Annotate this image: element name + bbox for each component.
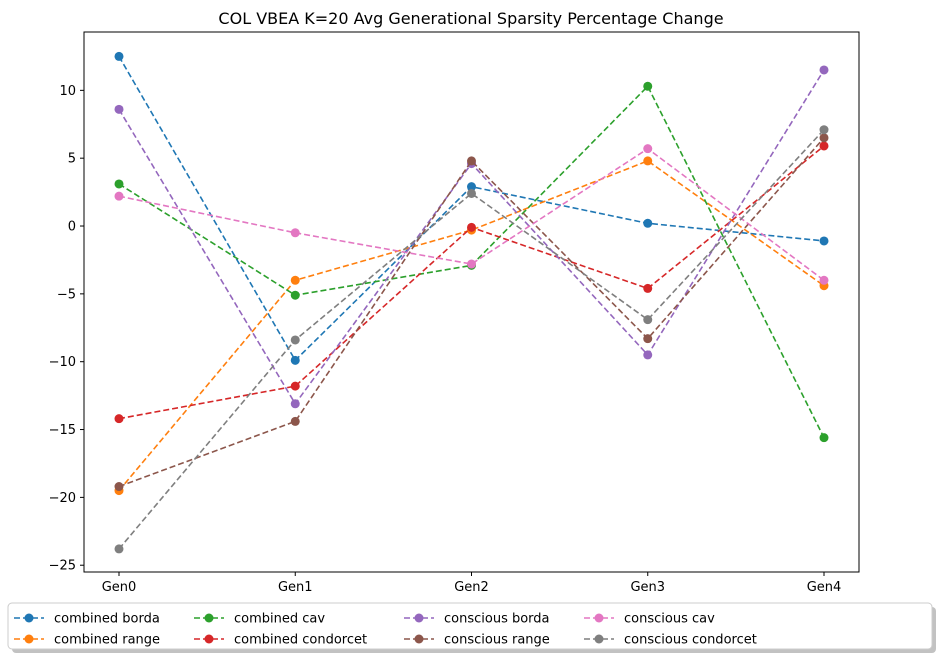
legend-item: combined range [14, 633, 160, 648]
y-tick-label: −10 [49, 355, 76, 370]
y-tick-label: −15 [49, 423, 76, 438]
data-point [819, 236, 829, 246]
y-tick-label: 0 [68, 220, 76, 235]
legend-item: conscious condorcet [584, 633, 757, 648]
data-point [819, 433, 829, 443]
legend: combined borda combined range combined cav… [7, 602, 936, 653]
legend-marker [594, 634, 604, 644]
legend-marker [204, 613, 214, 623]
legend-item: combined borda [14, 612, 160, 627]
series-line [118, 137, 825, 488]
data-point [290, 381, 300, 391]
legend-label: combined cav [234, 612, 325, 627]
series-conscious-cav [114, 144, 829, 285]
data-point [114, 414, 124, 424]
legend-marker [594, 613, 604, 623]
data-point [643, 81, 653, 91]
data-point [290, 275, 300, 285]
series-line [118, 56, 825, 362]
data-point [290, 355, 300, 365]
data-point [819, 125, 829, 135]
data-point [819, 133, 829, 143]
legend-item: conscious range [404, 633, 550, 648]
data-point [114, 179, 124, 189]
data-point [290, 228, 300, 238]
y-tick-label: 10 [59, 84, 76, 99]
x-tick-label: Gen4 [807, 580, 842, 595]
legend-item: conscious cav [584, 612, 715, 627]
data-point [643, 315, 653, 325]
legend-label: conscious range [444, 633, 550, 648]
series-combined-range [114, 156, 829, 496]
legend-marker [24, 613, 34, 623]
data-point [467, 188, 476, 198]
data-point [290, 335, 300, 345]
series-line [118, 147, 825, 281]
y-tick-label: −5 [57, 287, 76, 302]
data-point [114, 104, 124, 114]
legend-box [7, 602, 933, 650]
data-point [819, 65, 829, 75]
data-point [467, 156, 476, 166]
legend-label: combined borda [54, 612, 160, 627]
data-point [467, 182, 476, 192]
legend-label: combined condorcet [234, 633, 367, 648]
data-point [643, 218, 653, 228]
data-point [643, 144, 653, 154]
series-conscious-borda [114, 65, 829, 409]
legend-label: conscious cav [624, 612, 715, 627]
legend-item: combined condorcet [194, 633, 367, 648]
data-point [114, 482, 124, 492]
y-tick-label: −20 [49, 491, 76, 506]
x-tick-label: Gen3 [630, 580, 665, 595]
legend-label: conscious condorcet [624, 633, 757, 648]
legend-marker [414, 634, 424, 644]
data-point [819, 275, 829, 285]
y-tick-label: −25 [49, 559, 76, 574]
x-tick-label: Gen0 [102, 580, 137, 595]
series-combined-condorcet [114, 141, 829, 424]
data-point [290, 416, 300, 426]
legend-item: conscious borda [404, 612, 550, 627]
y-tick-label: 5 [68, 152, 76, 167]
legend-label: conscious borda [444, 612, 550, 627]
data-point [467, 222, 476, 232]
data-point [114, 191, 124, 201]
series-line [118, 129, 825, 550]
series-conscious-condorcet [114, 125, 829, 554]
legend-marker [24, 634, 34, 644]
chart-title: COL VBEA K=20 Avg Generational Sparsity … [218, 9, 723, 28]
plot-frame [83, 31, 860, 573]
data-point [290, 290, 300, 300]
x-tick-label: Gen1 [278, 580, 313, 595]
legend-item: combined cav [194, 612, 325, 627]
data-point [643, 283, 653, 293]
data-point [290, 399, 300, 409]
data-point [643, 350, 653, 360]
series-conscious-range [114, 133, 829, 492]
data-point [819, 141, 829, 151]
data-point [643, 334, 653, 344]
series-line [118, 69, 825, 406]
data-point [643, 156, 653, 166]
x-tick-label: Gen2 [454, 580, 489, 595]
series-line [118, 159, 825, 492]
data-point [114, 544, 124, 554]
data-point [467, 259, 476, 269]
legend-marker [204, 634, 214, 644]
legend-marker [414, 613, 424, 623]
axes: Gen0 Gen1 Gen2 Gen3 Gen4 −25 −20 −15 −10 −5 0 5 10 [49, 31, 860, 595]
series-layer [114, 51, 829, 554]
legend-label: combined range [54, 633, 160, 648]
data-point [114, 51, 124, 61]
series-combined-borda [114, 51, 829, 365]
